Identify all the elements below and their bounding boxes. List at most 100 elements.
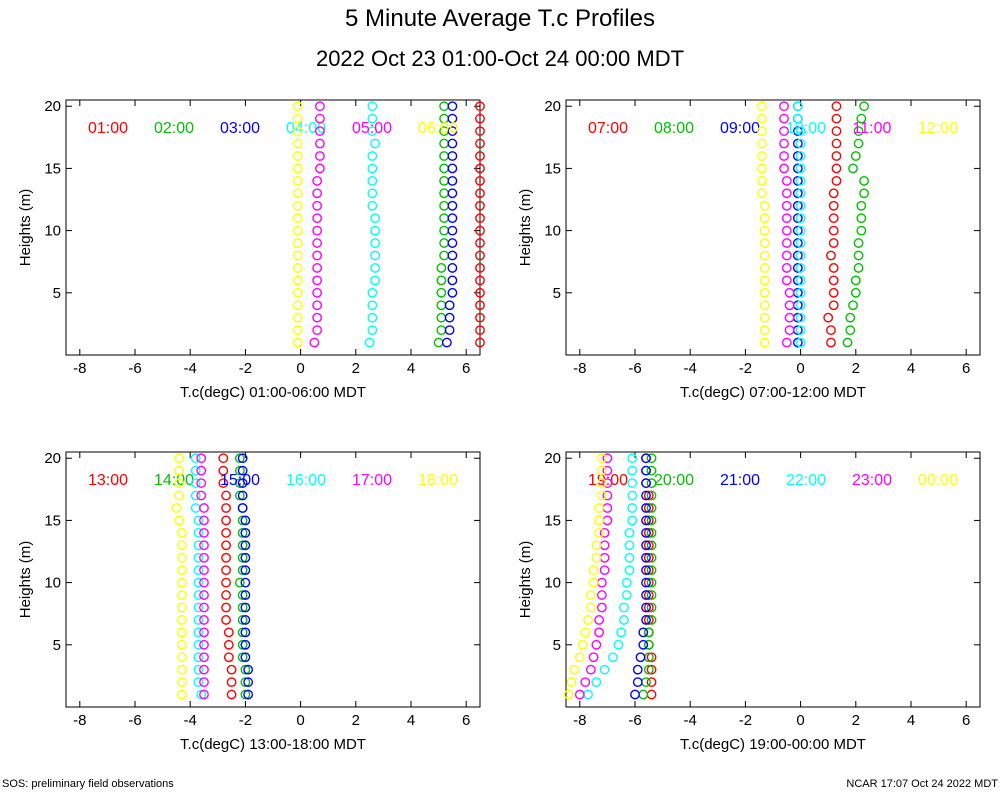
data-point [646,664,657,675]
data-point [624,540,635,551]
data-point [828,275,839,286]
data-point [315,126,325,136]
data-point [757,151,767,161]
data-point [646,478,657,488]
data-point [439,213,450,224]
data-point [475,225,485,236]
x-tick-label: 6 [962,360,970,377]
data-point [596,490,607,501]
data-point [226,664,237,675]
series-1100 [779,101,795,348]
data-point [779,113,789,124]
y-tick-label: 10 [44,223,61,240]
data-point [826,325,836,336]
data-point [370,238,381,248]
data-point [641,453,651,464]
series-1600 [190,453,207,700]
data-point [367,126,378,136]
data-point [193,577,204,588]
data-point [221,577,231,588]
data-point [223,652,234,663]
data-point [193,627,204,638]
data-point [177,590,187,600]
data-point [643,590,654,600]
data-point [436,312,447,323]
data-point [177,565,187,576]
data-point [792,188,803,199]
data-point [641,503,651,513]
data-point [757,138,767,149]
data-point [315,163,325,174]
data-point [177,689,187,700]
y-tick-label: 5 [53,637,61,654]
data-point [199,565,209,576]
data-point [447,151,458,161]
data-point [439,188,450,199]
data-point [221,615,231,625]
y-axis-label: Heights (m) [17,541,34,619]
data-point [795,287,806,298]
x-tick-label: 0 [796,360,804,377]
data-point [583,689,593,700]
data-point [312,213,323,224]
data-point [627,503,638,513]
data-point [638,627,649,638]
x-tick-label: -2 [739,360,752,377]
data-point [199,689,209,700]
data-point [596,465,607,476]
legend-entry: 16:00 [286,472,326,489]
data-point [240,577,251,588]
data-point [447,225,458,236]
data-point [602,453,613,464]
data-point [831,138,842,149]
data-point [221,552,231,563]
data-point [475,188,485,199]
series-2100 [630,453,651,700]
data-point [177,627,187,638]
data-point [190,465,201,476]
data-point [779,126,789,136]
data-point [226,677,237,688]
panel-3: -8 -6 -4 -2 0 2 4 6 5 10 15 20 T.c(degC) 13:00-18:00… [17,450,481,753]
data-point [447,287,458,298]
data-point [447,126,458,136]
data-point [447,188,458,199]
data-point [221,540,231,551]
data-point [563,689,574,700]
y-tick-label: 20 [44,98,61,115]
data-point [853,238,864,248]
x-tick-label: 6 [962,712,970,729]
data-point [292,151,303,161]
data-point [831,101,842,112]
data-point [475,337,485,348]
data-point [475,163,485,174]
data-point [315,138,325,149]
data-point [784,300,795,311]
data-point [828,238,839,248]
data-point [641,615,651,625]
data-point [447,101,458,112]
series-0400 [364,101,381,348]
data-point [177,577,187,588]
data-point [613,639,624,650]
data-point [757,126,767,136]
data-point [221,565,231,576]
data-point [243,664,254,675]
data-point [781,200,792,211]
data-point [199,615,209,625]
legend-entry: 10:00 [786,120,826,137]
y-tick-label: 20 [544,450,561,467]
data-point [627,453,638,464]
data-point [370,213,381,224]
data-point [602,490,613,501]
data-point [193,527,204,538]
x-tick-label: -4 [684,360,697,377]
data-point [591,639,602,650]
series-0800 [842,101,869,348]
series-2200 [583,453,638,700]
data-point [218,453,229,464]
data-point [315,101,325,112]
data-point [624,565,635,576]
data-point [591,540,602,551]
data-point [619,602,629,613]
